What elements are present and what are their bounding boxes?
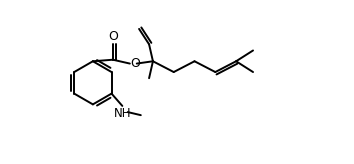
Text: O: O	[108, 30, 118, 43]
Text: O: O	[131, 57, 141, 70]
Text: NH: NH	[114, 107, 131, 120]
